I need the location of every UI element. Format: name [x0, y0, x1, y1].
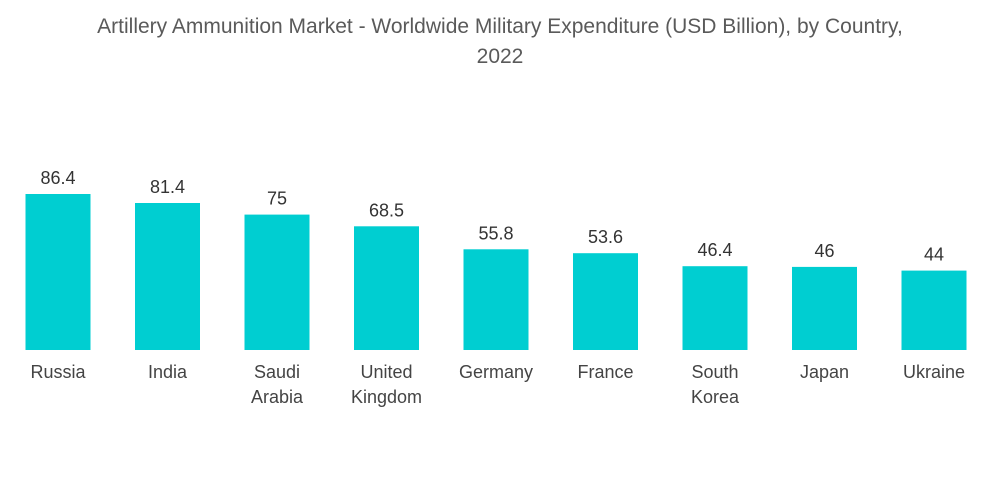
- chart-title: Artillery Ammunition Market - Worldwide …: [0, 12, 1000, 72]
- data-label: 44: [924, 245, 944, 265]
- bar-south-korea: [682, 266, 748, 350]
- bar-saudi-arabia: [244, 214, 310, 350]
- data-label: 68.5: [369, 200, 404, 220]
- data-label: 86.4: [40, 168, 75, 188]
- bar-united-kingdom: [354, 226, 419, 350]
- data-label: 75: [267, 189, 287, 209]
- chart-title-line-1: Artillery Ammunition Market - Worldwide …: [97, 15, 903, 38]
- bar-ukraine: [901, 270, 967, 350]
- bar-france: [573, 253, 638, 350]
- bar-japan: [792, 266, 857, 350]
- chart-title-line-2: 2022: [476, 45, 524, 68]
- bar-germany: [463, 249, 529, 350]
- data-label: 53.6: [588, 227, 623, 247]
- x-tick-label: France: [577, 362, 633, 382]
- x-tick-label: India: [148, 362, 188, 382]
- data-label: 81.4: [150, 177, 185, 197]
- bar-india: [135, 203, 200, 350]
- x-tick-label: Ukraine: [903, 362, 965, 382]
- data-label: 46.4: [697, 240, 732, 260]
- x-tick-label: Saudi Arabia: [251, 362, 304, 407]
- x-tick-label: Japan: [800, 362, 849, 382]
- data-label: 55.8: [478, 223, 513, 243]
- x-tick-label: United Kingdom: [351, 362, 422, 407]
- data-label: 46: [814, 241, 834, 261]
- bar-russia: [25, 194, 91, 350]
- x-tick-label: Germany: [459, 362, 533, 382]
- x-tick-label: South Korea: [691, 362, 740, 407]
- x-tick-label: Russia: [30, 362, 86, 382]
